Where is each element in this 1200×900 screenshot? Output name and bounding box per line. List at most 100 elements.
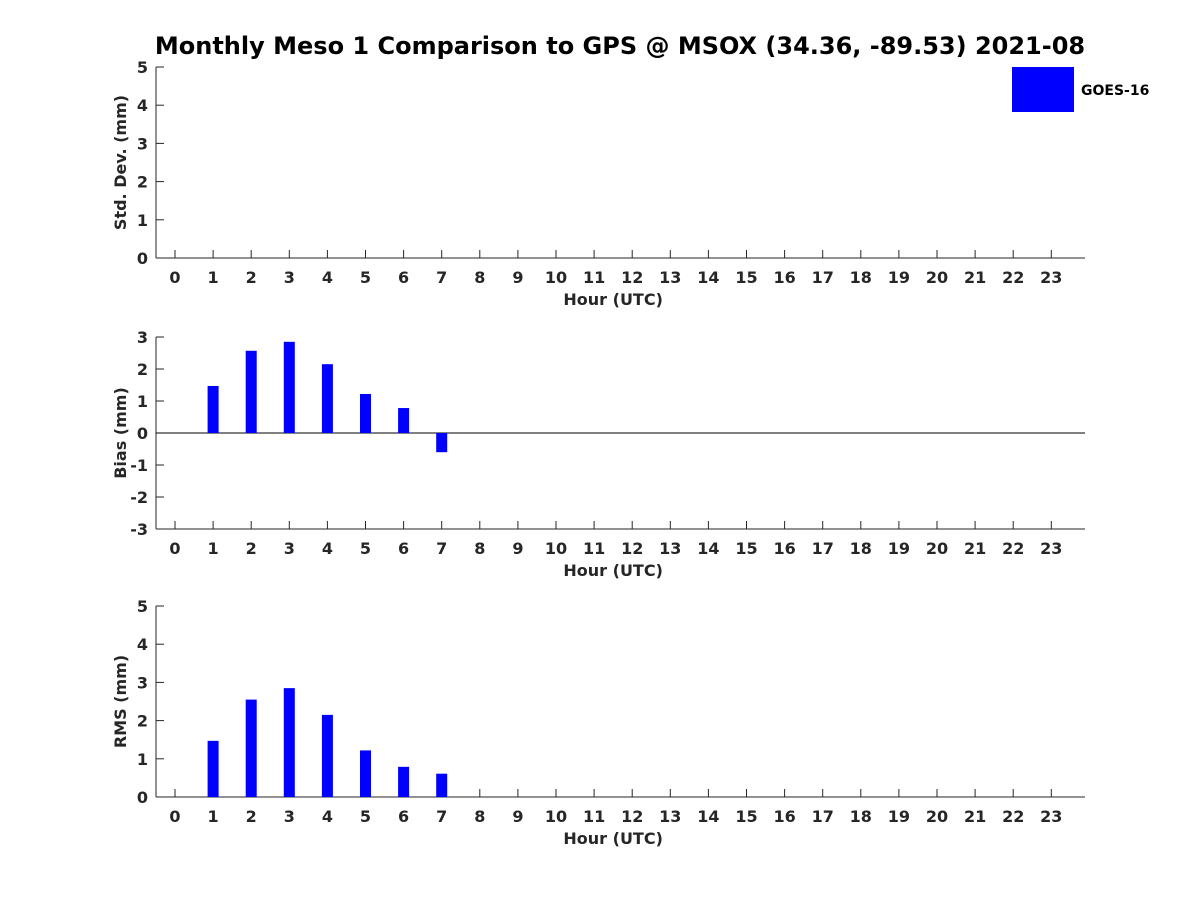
x-tick-label: 14 [697, 539, 719, 558]
y-tick-label: 5 [137, 597, 148, 616]
bar-hour-7 [436, 433, 448, 453]
x-tick-label: 5 [360, 807, 371, 826]
y-tick-label: 0 [137, 788, 148, 807]
x-tick-label: 20 [926, 539, 948, 558]
x-tick-label: 19 [888, 807, 910, 826]
x-tick-label: 22 [1002, 539, 1024, 558]
y-tick-label: 3 [137, 328, 148, 347]
x-tick-label: 1 [208, 268, 219, 287]
bar-hour-2 [245, 350, 257, 433]
x-tick-label: 20 [926, 268, 948, 287]
y-tick-label: 2 [137, 173, 148, 192]
x-tick-label: 16 [773, 539, 795, 558]
bar-hour-4 [321, 364, 333, 433]
x-tick-label: 12 [621, 807, 643, 826]
x-tick-label: 13 [659, 807, 681, 826]
x-tick-label: 7 [436, 268, 447, 287]
x-tick-label: 15 [735, 268, 757, 287]
x-tick-label: 3 [284, 268, 295, 287]
bar-hour-1 [207, 740, 219, 797]
y-tick-label: 1 [137, 750, 148, 769]
x-tick-label: 11 [583, 539, 605, 558]
figure-title: Monthly Meso 1 Comparison to GPS @ MSOX … [155, 32, 1085, 60]
bar-hour-7 [436, 773, 448, 797]
y-axis-label: Bias (mm) [111, 387, 130, 479]
x-tick-label: 22 [1002, 268, 1024, 287]
x-tick-label: 23 [1040, 807, 1062, 826]
y-tick-label: 5 [137, 58, 148, 77]
x-tick-label: 2 [246, 268, 257, 287]
y-tick-label: 1 [137, 211, 148, 230]
x-tick-label: 16 [773, 268, 795, 287]
y-tick-label: 4 [137, 635, 148, 654]
x-tick-label: 12 [621, 268, 643, 287]
x-tick-label: 17 [812, 807, 834, 826]
x-tick-label: 21 [964, 539, 986, 558]
x-tick-label: 7 [436, 807, 447, 826]
bar-hour-1 [207, 385, 219, 433]
x-tick-label: 15 [735, 807, 757, 826]
x-axis-label: Hour (UTC) [563, 829, 663, 848]
x-tick-label: 10 [545, 807, 567, 826]
x-tick-label: 9 [512, 807, 523, 826]
x-tick-label: 11 [583, 807, 605, 826]
bar-hour-4 [321, 714, 333, 797]
x-tick-label: 18 [850, 539, 872, 558]
x-tick-label: 19 [888, 268, 910, 287]
bar-hour-6 [398, 408, 410, 433]
x-tick-label: 2 [246, 807, 257, 826]
x-tick-label: 23 [1040, 268, 1062, 287]
y-tick-label: 3 [137, 134, 148, 153]
x-tick-label: 13 [659, 539, 681, 558]
y-tick-label: 4 [137, 96, 148, 115]
y-tick-label: 3 [137, 673, 148, 692]
x-axis-label: Hour (UTC) [563, 290, 663, 309]
x-tick-label: 9 [512, 539, 523, 558]
x-tick-label: 16 [773, 807, 795, 826]
x-tick-label: 18 [850, 807, 872, 826]
bar-hour-3 [283, 341, 295, 433]
y-tick-label: 2 [137, 712, 148, 731]
bar-hour-6 [398, 766, 410, 797]
x-tick-label: 18 [850, 268, 872, 287]
x-tick-label: 20 [926, 807, 948, 826]
legend-swatch [1012, 67, 1074, 112]
y-tick-label: -3 [130, 520, 148, 539]
x-tick-label: 3 [284, 539, 295, 558]
x-tick-label: 0 [169, 807, 180, 826]
x-tick-label: 23 [1040, 539, 1062, 558]
x-tick-label: 12 [621, 539, 643, 558]
x-tick-label: 8 [474, 268, 485, 287]
x-tick-label: 4 [322, 539, 333, 558]
x-tick-label: 7 [436, 539, 447, 558]
x-tick-label: 14 [697, 807, 719, 826]
x-tick-label: 5 [360, 539, 371, 558]
x-tick-label: 14 [697, 268, 719, 287]
x-tick-label: 2 [246, 539, 257, 558]
x-axis-label: Hour (UTC) [563, 561, 663, 580]
y-tick-label: -1 [130, 456, 148, 475]
y-tick-label: 0 [137, 249, 148, 268]
x-tick-label: 1 [208, 807, 219, 826]
bar-hour-5 [360, 750, 371, 797]
x-tick-label: 21 [964, 807, 986, 826]
x-tick-label: 3 [284, 807, 295, 826]
x-tick-label: 21 [964, 268, 986, 287]
bar-hour-3 [283, 688, 295, 797]
x-tick-label: 4 [322, 268, 333, 287]
y-tick-label: -2 [130, 488, 148, 507]
legend-label: GOES-16 [1081, 83, 1149, 99]
x-tick-label: 0 [169, 539, 180, 558]
x-tick-label: 6 [398, 807, 409, 826]
x-tick-label: 5 [360, 268, 371, 287]
x-tick-label: 8 [474, 539, 485, 558]
x-tick-label: 15 [735, 539, 757, 558]
x-tick-label: 10 [545, 539, 567, 558]
x-tick-label: 9 [512, 268, 523, 287]
x-tick-label: 13 [659, 268, 681, 287]
x-tick-label: 22 [1002, 807, 1024, 826]
